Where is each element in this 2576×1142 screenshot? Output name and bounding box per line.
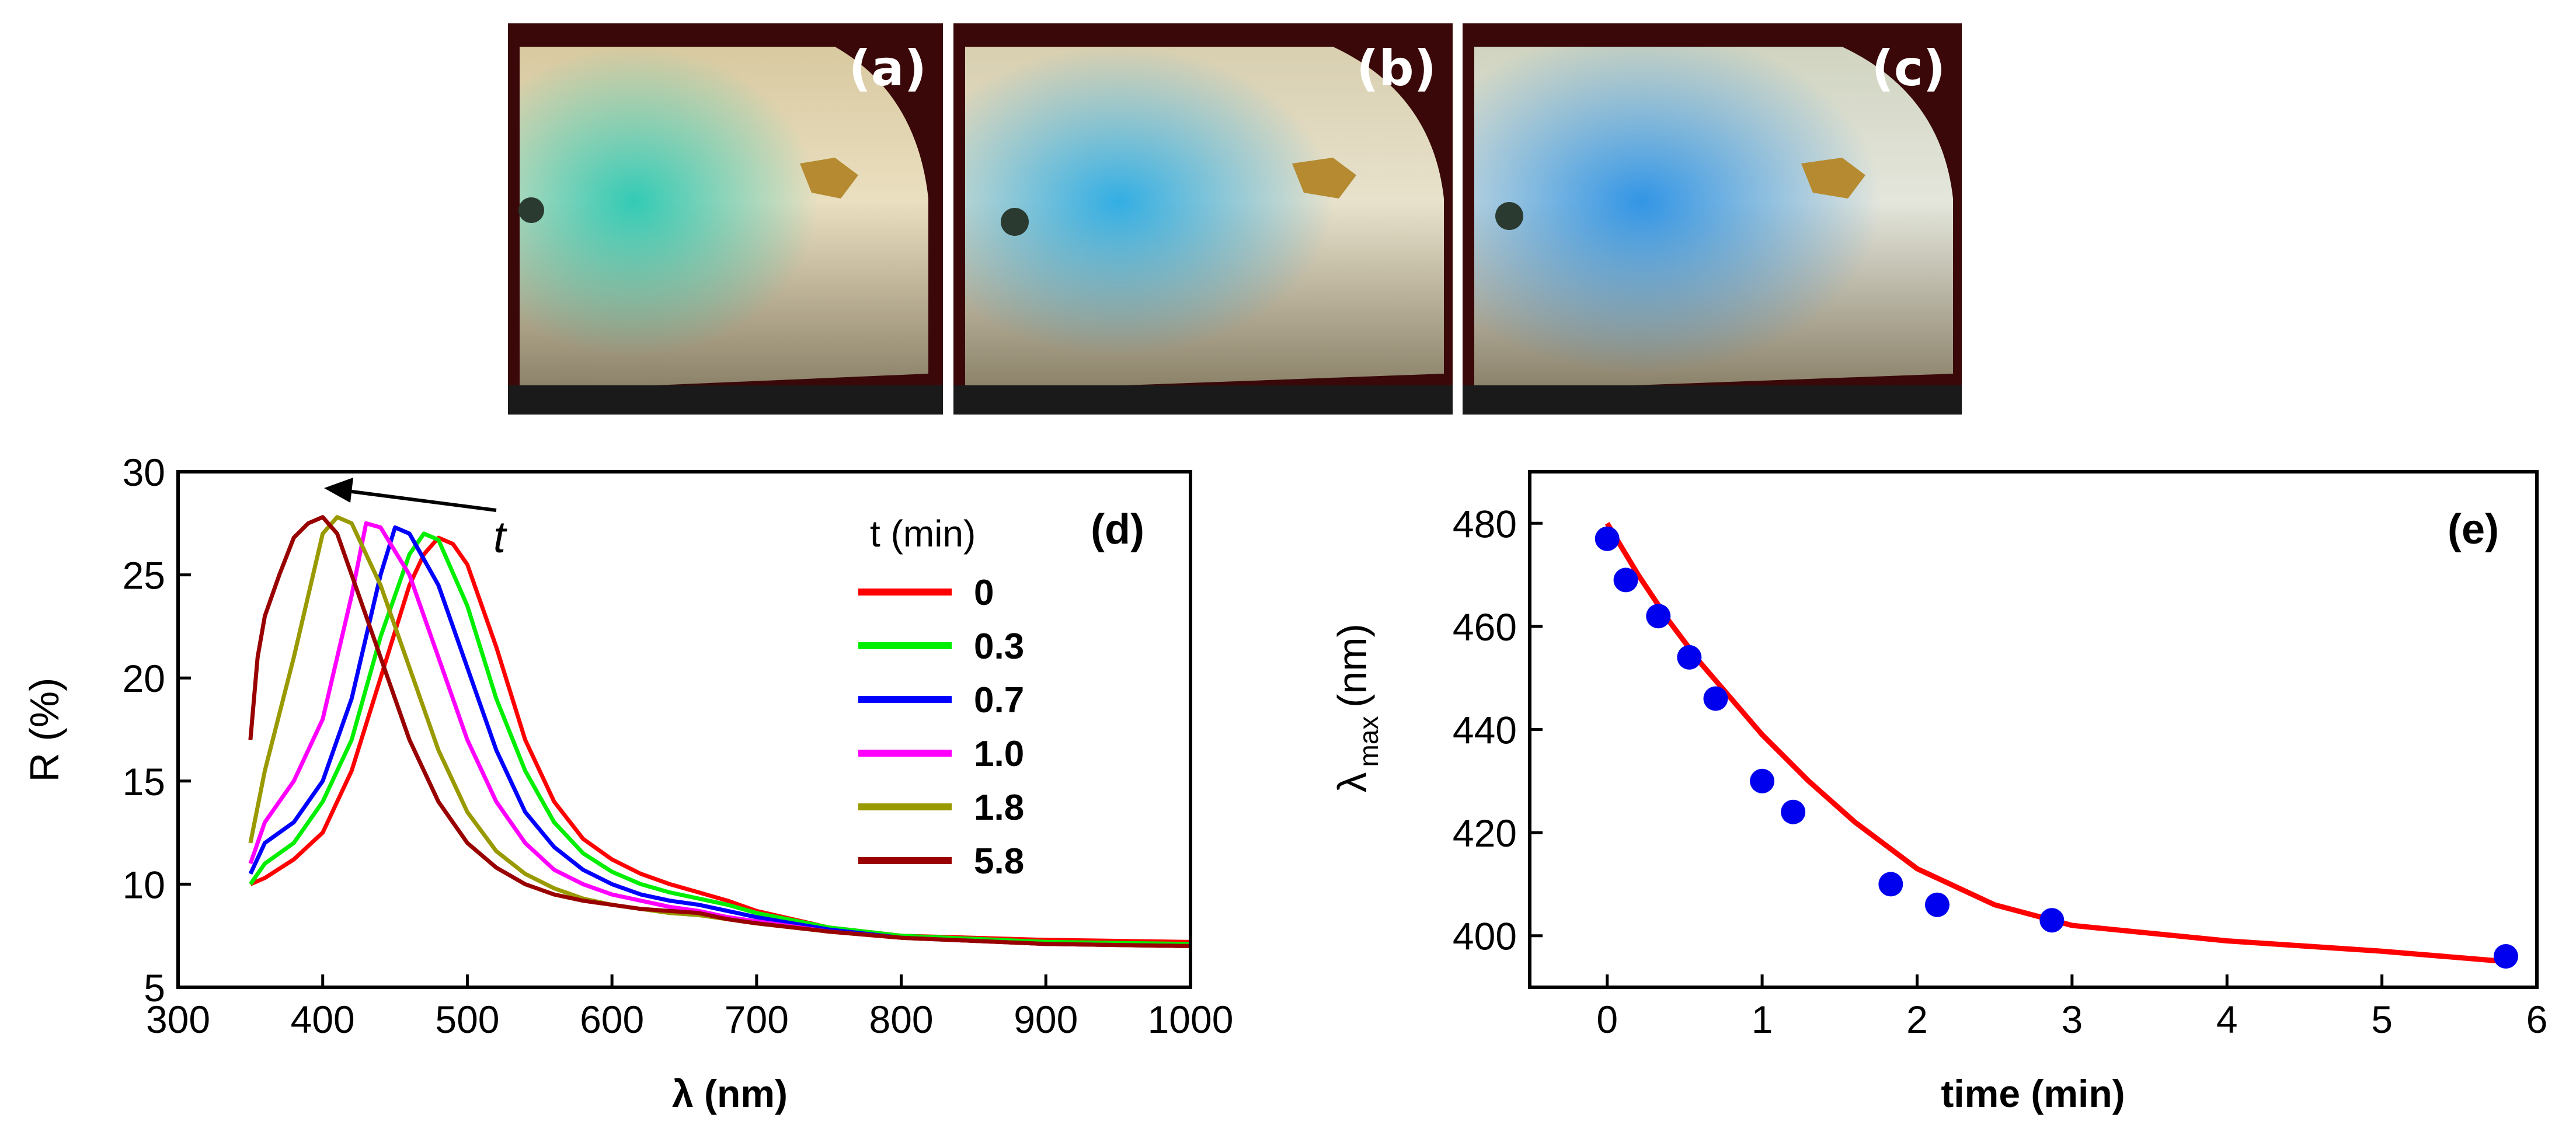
chart-e-xlabel: time (min) <box>1941 1072 2125 1115</box>
chart-e-data-point <box>1750 768 1775 793</box>
chart-e-data-point <box>1646 604 1671 629</box>
photo-panel-a: (a) <box>508 23 943 415</box>
chart-e-xtick-label: 1 <box>1752 998 1773 1041</box>
chart-d-panel-label: (d) <box>1091 506 1144 553</box>
chart-e-data-point <box>1924 892 1950 917</box>
photo-label-c: (c) <box>1871 40 1945 97</box>
photo-label-b: (b) <box>1356 40 1436 97</box>
chart-d-legend-label-0-3: 0.3 <box>974 626 1024 667</box>
chart-e-xtick-label: 2 <box>1906 998 1928 1041</box>
chart-d-ytick-label: 10 <box>123 863 165 906</box>
chart-d-xtick-label: 800 <box>869 998 934 1041</box>
chart-d-xtick-label: 300 <box>146 998 210 1041</box>
chart-d-ytick-label: 25 <box>123 554 165 597</box>
chart-e: 0 1 2 3 4 5 6 400 420 440 460 480 (e) time (min) λ … <box>1329 470 2548 1115</box>
chart-e-xtick-label: 3 <box>2061 998 2083 1041</box>
chart-d-xtick-label: 600 <box>580 998 644 1041</box>
photo-panel-b: (b) <box>953 23 1453 415</box>
chart-e-data-point <box>1613 567 1638 593</box>
chart-e-data-point <box>1595 526 1620 551</box>
chart-e-ytick-label: 480 <box>1453 502 1517 545</box>
chart-d-ytick-label: 20 <box>123 657 165 700</box>
chart-d-series-line-0-3 <box>249 531 1191 946</box>
chart-d-ytick-label: 5 <box>144 966 165 1009</box>
chart-d-arrowhead <box>324 478 353 503</box>
chart-e-ylabel-main: λ <box>1329 772 1375 793</box>
chart-d-arrow-label: t <box>493 513 507 562</box>
chart-e-data-point <box>1878 872 1903 897</box>
chart-e-ylabel-sub: max <box>1353 716 1384 767</box>
chart-d-ytick-label: 30 <box>123 451 165 494</box>
chart-d-xtick-label: 900 <box>1014 998 1078 1041</box>
chart-d-ytick-label: 15 <box>123 760 165 803</box>
chart-e-xtick-label: 0 <box>1596 998 1618 1041</box>
chart-d-legend-label-1-0: 1.0 <box>974 734 1024 774</box>
chart-d-legend-title: t (min) <box>870 513 976 555</box>
photo-panel-c: (c) <box>1463 23 1962 415</box>
chart-e-data-point <box>1677 645 1702 670</box>
chart-d-series-line-0 <box>249 535 1191 944</box>
chart-e-panel-label: (e) <box>2448 506 2499 553</box>
chart-e-ytick-label: 440 <box>1453 709 1517 752</box>
chart-d-frame <box>176 470 1192 989</box>
chart-d-arrow <box>347 489 497 512</box>
chart-e-ytick-label: 400 <box>1453 915 1517 958</box>
chart-e-ylabel: λ max (nm) <box>1329 624 1384 792</box>
chart-d-xtick-label: 700 <box>725 998 789 1041</box>
chart-e-data-point <box>2039 908 2065 933</box>
chart-d-series-line-1-0 <box>248 521 1191 948</box>
chart-d-xtick-label: 1000 <box>1148 998 1234 1041</box>
chart-d-xlabel: λ (nm) <box>672 1072 788 1115</box>
chart-e-data-point <box>1781 799 1806 824</box>
chart-d-xtick-label: 500 <box>435 998 499 1041</box>
chart-d-legend-label-5-8: 5.8 <box>974 841 1024 882</box>
chart-e-ylabel-unit: (nm) <box>1329 624 1375 708</box>
photo-label-a: (a) <box>848 40 927 97</box>
chart-e-xtick-label: 6 <box>2526 998 2548 1041</box>
chart-e-xtick-label: 5 <box>2371 998 2393 1041</box>
chart-d-xtick-label: 400 <box>291 998 355 1041</box>
chart-e-ytick-label: 460 <box>1453 605 1517 649</box>
chart-d-legend-label-0: 0 <box>974 573 994 613</box>
photo-a-image <box>508 23 943 415</box>
photo-c-image <box>1463 23 1962 415</box>
photo-b-image <box>953 23 1453 415</box>
chart-e-fit-line <box>1604 521 2507 965</box>
chart-d-ylabel: R (%) <box>22 678 67 782</box>
chart-d-series-line-0-7 <box>248 525 1191 948</box>
chart-d: 300 400 500 600 700 800 900 1000 5 10 15 20 25 30 t (… <box>22 451 1234 1115</box>
chart-e-data-point <box>2493 944 2518 969</box>
chart-d-series-line-5-8 <box>248 515 1191 948</box>
chart-e-frame <box>1528 470 2539 989</box>
chart-d-legend-label-0-7: 0.7 <box>974 680 1024 720</box>
chart-d-legend-label-1-8: 1.8 <box>974 788 1024 828</box>
chart-d-series-line-1-8 <box>248 515 1191 948</box>
chart-e-ytick-label: 420 <box>1453 812 1517 855</box>
chart-e-xtick-label: 4 <box>2216 998 2238 1041</box>
chart-e-data-point <box>1703 686 1728 711</box>
